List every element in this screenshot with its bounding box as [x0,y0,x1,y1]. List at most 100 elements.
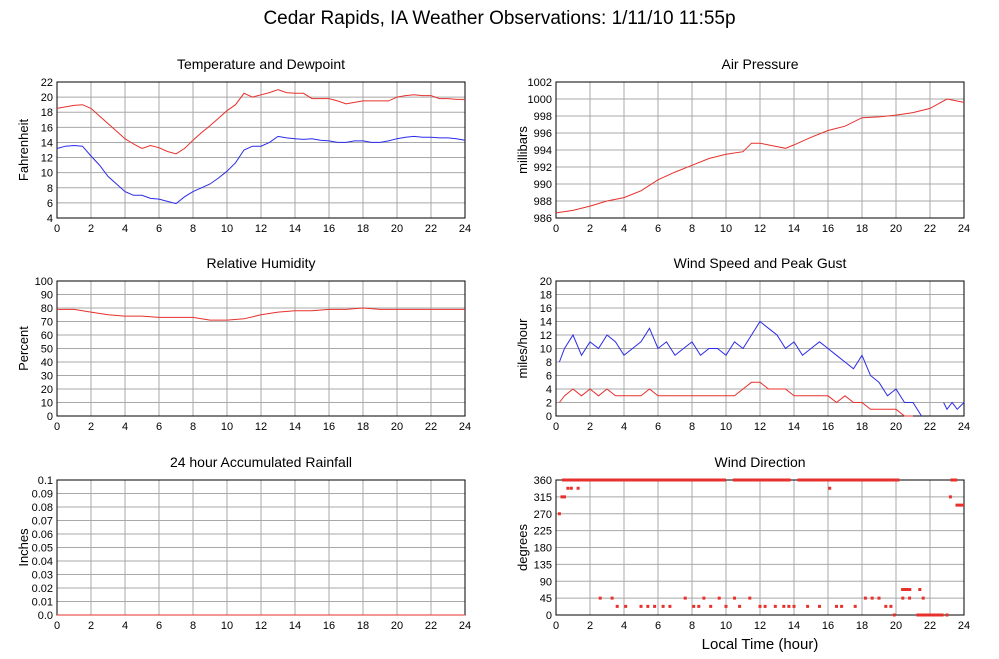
y-tick-label: 0.05 [32,543,53,555]
x-tick-label: 22 [425,620,437,632]
y-tick-label: 30 [41,371,53,383]
x-tick-label: 24 [459,421,471,433]
x-tick-label: 4 [122,223,128,235]
x-tick-label: 10 [720,223,732,235]
page-title: Cedar Rapids, IA Weather Observations: 1… [263,8,736,29]
y-axis-label: Percent [16,326,31,371]
x-tick-label: 18 [357,620,369,632]
direction-point-6 [598,596,602,600]
direction-point-17 [692,604,696,608]
direction-point-47 [921,596,925,600]
y-axis-label: Inches [16,528,31,567]
x-tick-label: 20 [391,620,403,632]
series-line-0 [57,307,465,321]
x-tick-label: 0 [54,223,60,235]
y-tick-label: 988 [534,196,552,208]
x-tick-label: 8 [190,620,196,632]
x-tick-label: 16 [323,223,335,235]
chart-title: 24 hour Accumulated Rainfall [170,454,352,470]
y-tick-label: 90 [41,290,53,302]
x-tick-label: 6 [655,421,661,433]
x-tick-label: 16 [323,620,335,632]
y-tick-label: 992 [534,162,552,174]
y-tick-label: 0 [546,411,552,423]
x-tick-label: 20 [391,421,403,433]
x-tick-label: 24 [958,421,970,433]
y-axis-label: miles/hour [515,318,530,379]
x-tick-label: 10 [221,223,233,235]
direction-point-5 [576,486,580,490]
direction-point-25 [748,596,752,600]
x-tick-label: 6 [655,223,661,235]
series-line-0 [56,89,465,155]
direction-point-44 [901,596,905,600]
x-tick-label: 0 [54,620,60,632]
y-tick-label: 16 [41,122,53,134]
y-tick-label: 990 [534,179,552,191]
direction-point-26 [758,604,762,608]
y-tick-label: 0.09 [32,489,53,501]
y-tick-label: 1000 [528,94,552,106]
x-tick-label: 0 [54,421,60,433]
y-tick-label: 1002 [528,77,552,89]
direction-point-33 [818,604,821,608]
direction-point-13 [653,604,657,608]
chart-title: Temperature and Dewpoint [177,56,345,72]
x-tick-label: 14 [289,421,301,433]
direction-point-29 [782,604,786,608]
direction-point-41 [884,604,888,608]
x-tick-label: 20 [890,421,902,433]
direction-point-28 [773,604,777,608]
x-tick-label: 18 [357,223,369,235]
y-tick-label: 180 [534,543,552,555]
direction-point-22 [724,604,728,608]
y-tick-label: 20 [41,384,53,396]
y-tick-label: 0.02 [32,583,53,595]
y-tick-label: 996 [534,128,552,140]
x-tick-label: 8 [689,620,695,632]
plot-frame [56,81,466,219]
x-tick-label: 2 [88,421,94,433]
direction-point-14 [661,604,665,608]
x-tick-label: 2 [587,620,593,632]
x-tick-label: 16 [323,421,335,433]
y-tick-label: 12 [540,330,552,342]
y-tick-label: 60 [41,330,53,342]
direction-point-23 [733,596,736,600]
direction-point-2 [563,495,566,499]
direction-point-49 [945,613,949,617]
x-tick-label: 16 [822,223,834,235]
series-line-0 [558,320,922,417]
direction-point-8 [615,604,619,608]
y-tick-label: 10 [41,168,53,180]
y-tick-label: 8 [47,183,53,195]
direction-point-36 [840,604,844,608]
x-tick-label: 24 [958,620,970,632]
direction-point-34 [828,486,832,490]
y-tick-label: 0.07 [32,516,53,528]
y-tick-label: 20 [540,276,552,288]
x-tick-label: 12 [255,620,267,632]
x-tick-label: 22 [924,421,936,433]
direction-point-46 [918,588,922,591]
x-axis-label: Local Time (hour) [701,636,819,653]
direction-point-12 [646,604,650,608]
x-tick-label: 0 [553,421,559,433]
series-line-1 [56,135,466,205]
y-tick-label: 0.1 [38,475,53,487]
chart-title: Wind Speed and Peak Gust [674,255,847,271]
y-tick-label: 18 [540,290,552,302]
x-tick-label: 8 [689,421,695,433]
y-tick-label: 0.06 [32,529,53,541]
y-tick-label: 50 [41,344,53,356]
x-tick-label: 2 [587,421,593,433]
x-tick-label: 14 [788,620,800,632]
direction-point-0 [557,512,561,516]
direction-point-10 [629,478,633,482]
x-tick-label: 22 [924,620,936,632]
direction-point-24 [738,604,742,608]
y-tick-label: 2 [546,398,552,410]
series-line-0 [555,98,965,214]
